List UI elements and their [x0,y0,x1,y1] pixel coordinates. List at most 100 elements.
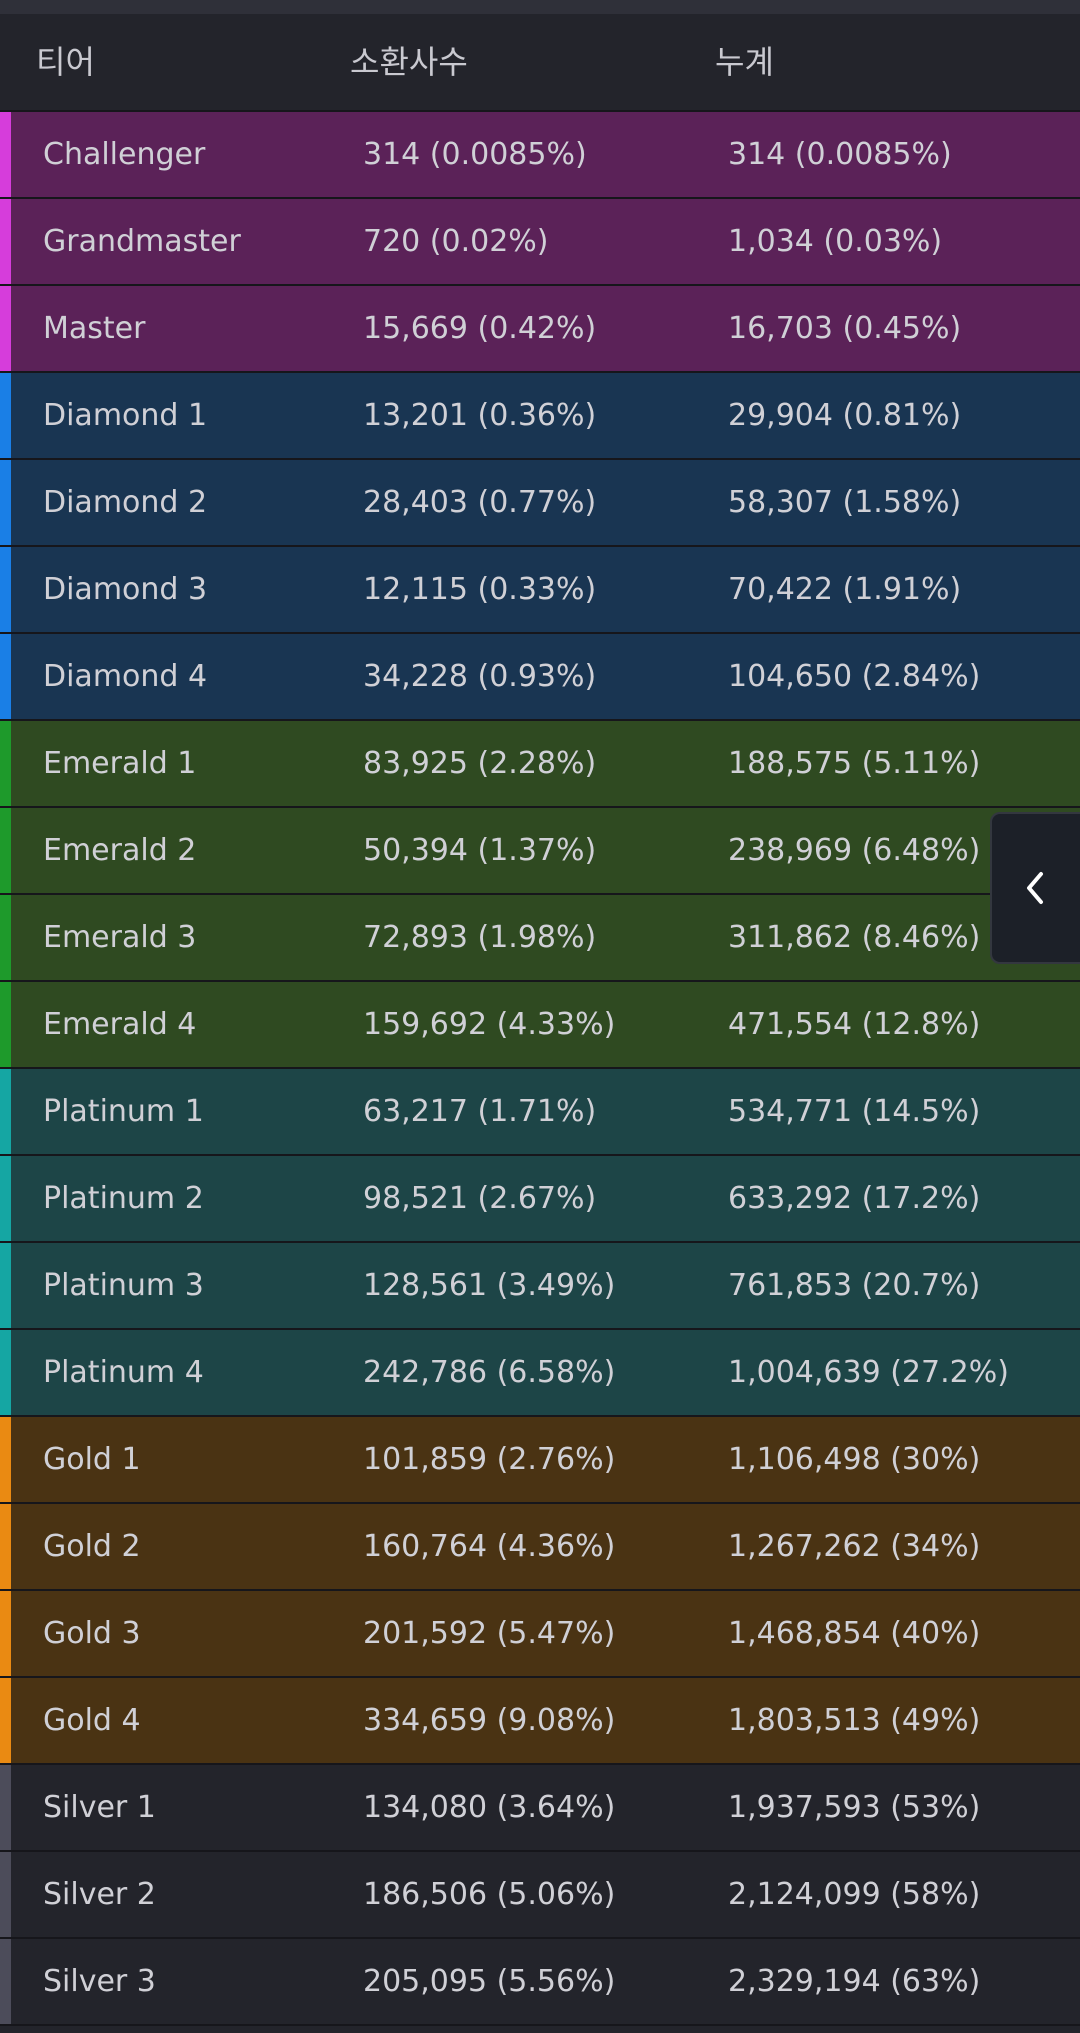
table-row: Emerald 3 72,893 (1.98%) 311,862 (8.46%) [0,895,1080,982]
tier-name-cell: Platinum 3 [43,1268,204,1303]
summoner-count-cell: 186,506 (5.06%) [363,1877,616,1912]
tier-color-indicator [0,1069,11,1154]
tier-color-indicator [0,634,11,719]
summoner-count-cell: 159,692 (4.33%) [363,1007,616,1042]
cumulative-cell: 238,969 (6.48%) [728,833,981,868]
cumulative-cell: 1,106,498 (30%) [728,1442,981,1477]
tier-color-indicator [0,1678,11,1763]
cumulative-cell: 1,004,639 (27.2%) [728,1355,1009,1390]
tier-color-indicator [0,1591,11,1676]
cumulative-cell: 1,468,854 (40%) [728,1616,981,1651]
summoner-count-cell: 160,764 (4.36%) [363,1529,616,1564]
tier-color-indicator [0,199,11,284]
tier-color-indicator [0,112,11,197]
tier-name-cell: Gold 2 [43,1529,141,1564]
tier-color-indicator [0,286,11,371]
cumulative-cell: 2,329,194 (63%) [728,1964,981,1999]
table-row: Emerald 2 50,394 (1.37%) 238,969 (6.48%) [0,808,1080,895]
column-header-summoners: 소환사수 [350,43,468,81]
table-row: Platinum 1 63,217 (1.71%) 534,771 (14.5%) [0,1069,1080,1156]
cumulative-cell: 1,803,513 (49%) [728,1703,981,1738]
summoner-count-cell: 98,521 (2.67%) [363,1181,597,1216]
side-panel-toggle-button[interactable] [990,812,1080,964]
cumulative-cell: 1,267,262 (34%) [728,1529,981,1564]
tier-name-cell: Diamond 2 [43,485,208,520]
cumulative-cell: 70,422 (1.91%) [728,572,962,607]
tier-name-cell: Platinum 4 [43,1355,204,1390]
table-row: Grandmaster 720 (0.02%) 1,034 (0.03%) [0,199,1080,286]
cumulative-cell: 2,124,099 (58%) [728,1877,981,1912]
tier-name-cell: Gold 3 [43,1616,141,1651]
table-row: Challenger 314 (0.0085%) 314 (0.0085%) [0,112,1080,199]
table-row: Diamond 3 12,115 (0.33%) 70,422 (1.91%) [0,547,1080,634]
summoner-count-cell: 72,893 (1.98%) [363,920,597,955]
cumulative-cell: 633,292 (17.2%) [728,1181,981,1216]
summoner-count-cell: 201,592 (5.47%) [363,1616,616,1651]
table-row: Emerald 4 159,692 (4.33%) 471,554 (12.8%) [0,982,1080,1069]
tier-name-cell: Diamond 1 [43,398,208,433]
cumulative-cell: 104,650 (2.84%) [728,659,981,694]
tier-color-indicator [0,1417,11,1502]
table-row: Silver 3 205,095 (5.56%) 2,329,194 (63%) [0,1939,1080,2026]
tier-name-cell: Platinum 2 [43,1181,204,1216]
cumulative-cell: 311,862 (8.46%) [728,920,981,955]
summoner-count-cell: 314 (0.0085%) [363,137,587,172]
tier-name-cell: Platinum 1 [43,1094,204,1129]
cumulative-cell: 761,853 (20.7%) [728,1268,981,1303]
table-row: Gold 4 334,659 (9.08%) 1,803,513 (49%) [0,1678,1080,1765]
table-row: Emerald 1 83,925 (2.28%) 188,575 (5.11%) [0,721,1080,808]
table-row: Gold 2 160,764 (4.36%) 1,267,262 (34%) [0,1504,1080,1591]
table-row: Diamond 4 34,228 (0.93%) 104,650 (2.84%) [0,634,1080,721]
tier-name-cell: Emerald 4 [43,1007,197,1042]
tier-color-indicator [0,895,11,980]
table-row: Platinum 2 98,521 (2.67%) 633,292 (17.2%) [0,1156,1080,1243]
cumulative-cell: 29,904 (0.81%) [728,398,962,433]
table-row: Gold 3 201,592 (5.47%) 1,468,854 (40%) [0,1591,1080,1678]
tier-name-cell: Silver 2 [43,1877,156,1912]
tier-name-cell: Gold 1 [43,1442,141,1477]
summoner-count-cell: 334,659 (9.08%) [363,1703,616,1738]
cumulative-cell: 1,034 (0.03%) [728,224,943,259]
summoner-count-cell: 13,201 (0.36%) [363,398,597,433]
table-row: Platinum 4 242,786 (6.58%) 1,004,639 (27.2… [0,1330,1080,1417]
column-header-tier: 티어 [36,43,95,81]
tier-color-indicator [0,721,11,806]
table-header: 티어 소환사수 누계 [0,14,1080,112]
column-header-cumulative: 누계 [715,43,774,81]
summoner-count-cell: 15,669 (0.42%) [363,311,597,346]
table-row: Gold 1 101,859 (2.76%) 1,106,498 (30%) [0,1417,1080,1504]
tier-color-indicator [0,460,11,545]
tier-color-indicator [0,1156,11,1241]
tier-name-cell: Emerald 1 [43,746,197,781]
cumulative-cell: 471,554 (12.8%) [728,1007,981,1042]
tier-name-cell: Silver 1 [43,1790,156,1825]
summoner-count-cell: 50,394 (1.37%) [363,833,597,868]
table-row: Diamond 2 28,403 (0.77%) 58,307 (1.58%) [0,460,1080,547]
summoner-count-cell: 242,786 (6.58%) [363,1355,616,1390]
summoner-count-cell: 28,403 (0.77%) [363,485,597,520]
table-row: Silver 1 134,080 (3.64%) 1,937,593 (53%) [0,1765,1080,1852]
summoner-count-cell: 83,925 (2.28%) [363,746,597,781]
table-row: Diamond 1 13,201 (0.36%) 29,904 (0.81%) [0,373,1080,460]
summoner-count-cell: 720 (0.02%) [363,224,549,259]
tier-name-cell: Challenger [43,137,206,172]
tier-color-indicator [0,1504,11,1589]
summoner-count-cell: 128,561 (3.49%) [363,1268,616,1303]
tier-distribution-table: Challenger 314 (0.0085%) 314 (0.0085%) Gran… [0,112,1080,2026]
chevron-left-icon [1026,868,1047,908]
tier-color-indicator [0,547,11,632]
tier-name-cell: Emerald 3 [43,920,197,955]
summoner-count-cell: 34,228 (0.93%) [363,659,597,694]
tier-name-cell: Silver 3 [43,1964,156,1999]
cumulative-cell: 534,771 (14.5%) [728,1094,981,1129]
cumulative-cell: 314 (0.0085%) [728,137,952,172]
tier-name-cell: Diamond 3 [43,572,208,607]
tier-color-indicator [0,373,11,458]
tier-name-cell: Emerald 2 [43,833,197,868]
table-row: Silver 2 186,506 (5.06%) 2,124,099 (58%) [0,1852,1080,1939]
summoner-count-cell: 101,859 (2.76%) [363,1442,616,1477]
tier-color-indicator [0,1939,11,2024]
cumulative-cell: 16,703 (0.45%) [728,311,962,346]
summoner-count-cell: 205,095 (5.56%) [363,1964,616,1999]
tier-name-cell: Diamond 4 [43,659,208,694]
